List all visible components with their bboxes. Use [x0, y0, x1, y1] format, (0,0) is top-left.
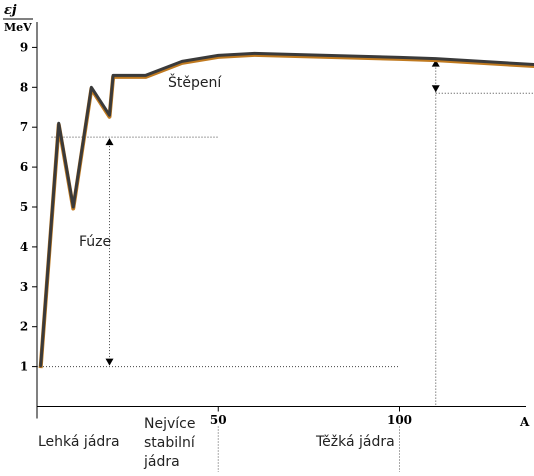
fusion-annotation: Fúze [79, 234, 111, 250]
x-tick-label-100: 100 [387, 413, 412, 427]
y-tick-label-9: 9 [20, 40, 28, 54]
y-tick-label-2: 2 [20, 320, 28, 334]
reference-lines [37, 58, 534, 407]
data-point-50 [217, 54, 220, 57]
region-light-nuclei: Lehká jádra [38, 434, 120, 450]
y-tick-label-4: 4 [20, 240, 28, 254]
data-point-80 [326, 54, 328, 57]
data-point-21 [112, 74, 114, 77]
data-point-100 [398, 56, 401, 59]
data-point-20 [108, 114, 111, 117]
x-axis-label: A [519, 415, 530, 429]
tick-labels: 12345678950100150200250 [20, 40, 412, 427]
fission-arrow-down [431, 85, 440, 93]
data-point-30 [144, 74, 147, 77]
data-point-10 [72, 206, 75, 208]
x-tick-label-50: 50 [210, 413, 227, 427]
y-tick-label-7: 7 [20, 120, 28, 134]
region-stable-nuclei-line2: stabilní [144, 435, 196, 451]
fission-annotation: Štěpení [168, 73, 222, 91]
curve-shadow [38, 52, 534, 369]
y-tick-label-8: 8 [20, 80, 28, 94]
fusion-arrow-down [105, 358, 114, 366]
data-point-6 [57, 122, 60, 125]
data-point-1 [39, 365, 42, 368]
data-point-15 [90, 86, 93, 89]
region-heavy-nuclei: Těžká jádra [315, 434, 395, 450]
y-tick-label-3: 3 [20, 280, 28, 294]
fusion-arrow-up [105, 138, 114, 146]
axes [32, 22, 526, 472]
data-point-40 [181, 60, 183, 63]
y-tick-label-6: 6 [20, 160, 28, 174]
y-tick-label-1: 1 [20, 360, 28, 374]
data-point-110 [434, 57, 437, 60]
data-point-60 [253, 52, 256, 55]
curve-line [39, 51, 534, 367]
binding-energy-curve [38, 51, 534, 369]
region-stable-nuclei-line1: Nejvíce [144, 416, 195, 432]
y-tick-label-5: 5 [20, 200, 28, 214]
fission-arrow-up [431, 59, 440, 67]
y-axis-label-top: εj [4, 3, 17, 18]
y-axis-label-bottom: MeV [4, 21, 32, 34]
region-stable-nuclei-line3: jádra [143, 454, 180, 470]
